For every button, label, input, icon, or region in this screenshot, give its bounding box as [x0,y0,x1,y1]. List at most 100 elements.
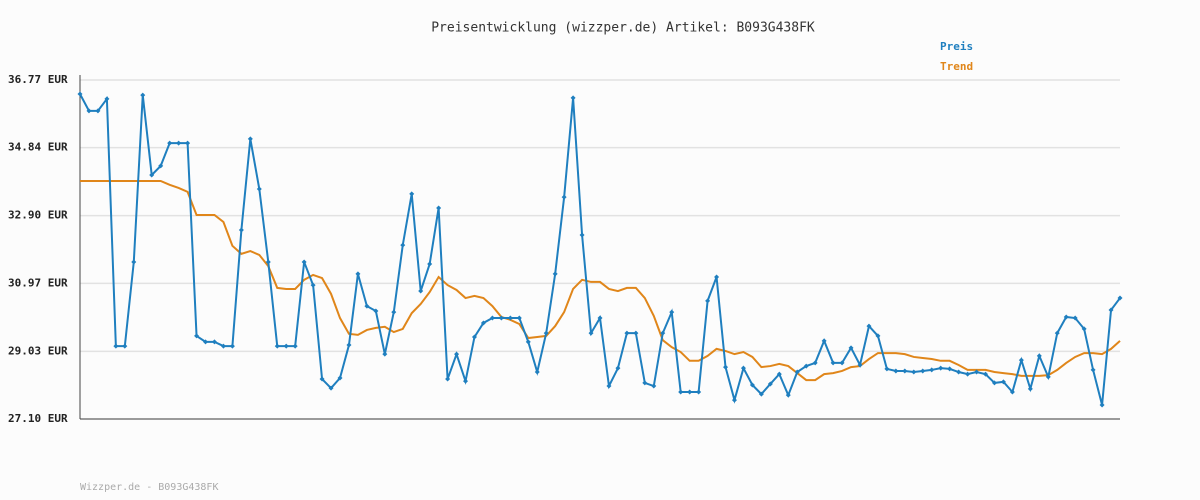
point [866,323,872,329]
point [803,363,809,369]
point [678,389,684,395]
point [660,330,666,336]
point [543,330,549,336]
point [480,320,486,326]
point [723,364,729,370]
y-tick-label: 27.10 EUR [8,412,68,425]
point [740,365,746,371]
point [1045,374,1051,380]
point [911,369,917,375]
point [651,383,657,389]
point [418,288,424,294]
point [875,333,881,339]
point [373,308,379,314]
point [893,368,899,374]
point [364,303,370,309]
point [203,339,209,345]
y-tick-label: 30.97 EUR [8,276,68,289]
point [1072,315,1078,321]
point [113,343,119,349]
point [597,315,603,321]
point [624,330,630,336]
point [1099,402,1105,408]
point [812,360,818,366]
point [1054,330,1060,336]
point [902,368,908,374]
point [1063,314,1069,320]
point [1000,379,1006,385]
y-tick-label: 32.90 EUR [8,209,68,222]
point [427,261,433,267]
point [974,369,980,375]
point [328,385,334,391]
point [534,369,540,375]
point [669,309,675,315]
point [552,271,558,277]
point [642,380,648,386]
point [274,343,280,349]
point [606,383,612,389]
point [463,378,469,384]
chart-title: Preisentwicklung (wizzper.de) Artikel: B… [431,21,815,36]
point [319,376,325,382]
point [947,366,953,372]
point [1081,326,1087,332]
point [176,140,182,146]
point [857,362,863,368]
footer: Wizzper.de - B093G438FK [80,482,218,493]
point [929,367,935,373]
point [185,140,191,146]
point [229,343,235,349]
point [830,360,836,366]
point [633,330,639,336]
point [346,342,352,348]
point [391,309,397,315]
y-tick-label: 36.77 EUR [8,73,68,86]
point [821,338,827,344]
point [95,108,101,114]
point [848,345,854,351]
point [965,371,971,377]
point [507,315,513,321]
point [1036,353,1042,359]
point [445,376,451,382]
point [1108,307,1114,313]
point [1009,389,1015,395]
point [498,315,504,321]
point [355,271,361,277]
point [588,330,594,336]
point [471,334,477,340]
point [687,389,693,395]
point [382,351,388,357]
point [283,343,289,349]
point [1090,367,1096,373]
point [194,333,200,339]
point [794,369,800,375]
point [265,259,271,265]
point [131,259,137,265]
point [167,140,173,146]
point [705,298,711,304]
point [140,92,146,98]
point [158,163,164,169]
point [615,365,621,371]
point [77,91,83,97]
point [983,371,989,377]
point [436,205,442,211]
point [561,194,567,200]
point [785,392,791,398]
point [337,375,343,381]
point [301,259,307,265]
point [292,343,298,349]
point [938,365,944,371]
line-1 [80,179,1121,382]
point [211,339,217,345]
point [400,242,406,248]
point [767,381,773,387]
point [454,351,460,357]
y-tick-label: 29.03 EUR [8,344,68,357]
point [731,397,737,403]
point [86,108,92,114]
point [104,96,110,102]
